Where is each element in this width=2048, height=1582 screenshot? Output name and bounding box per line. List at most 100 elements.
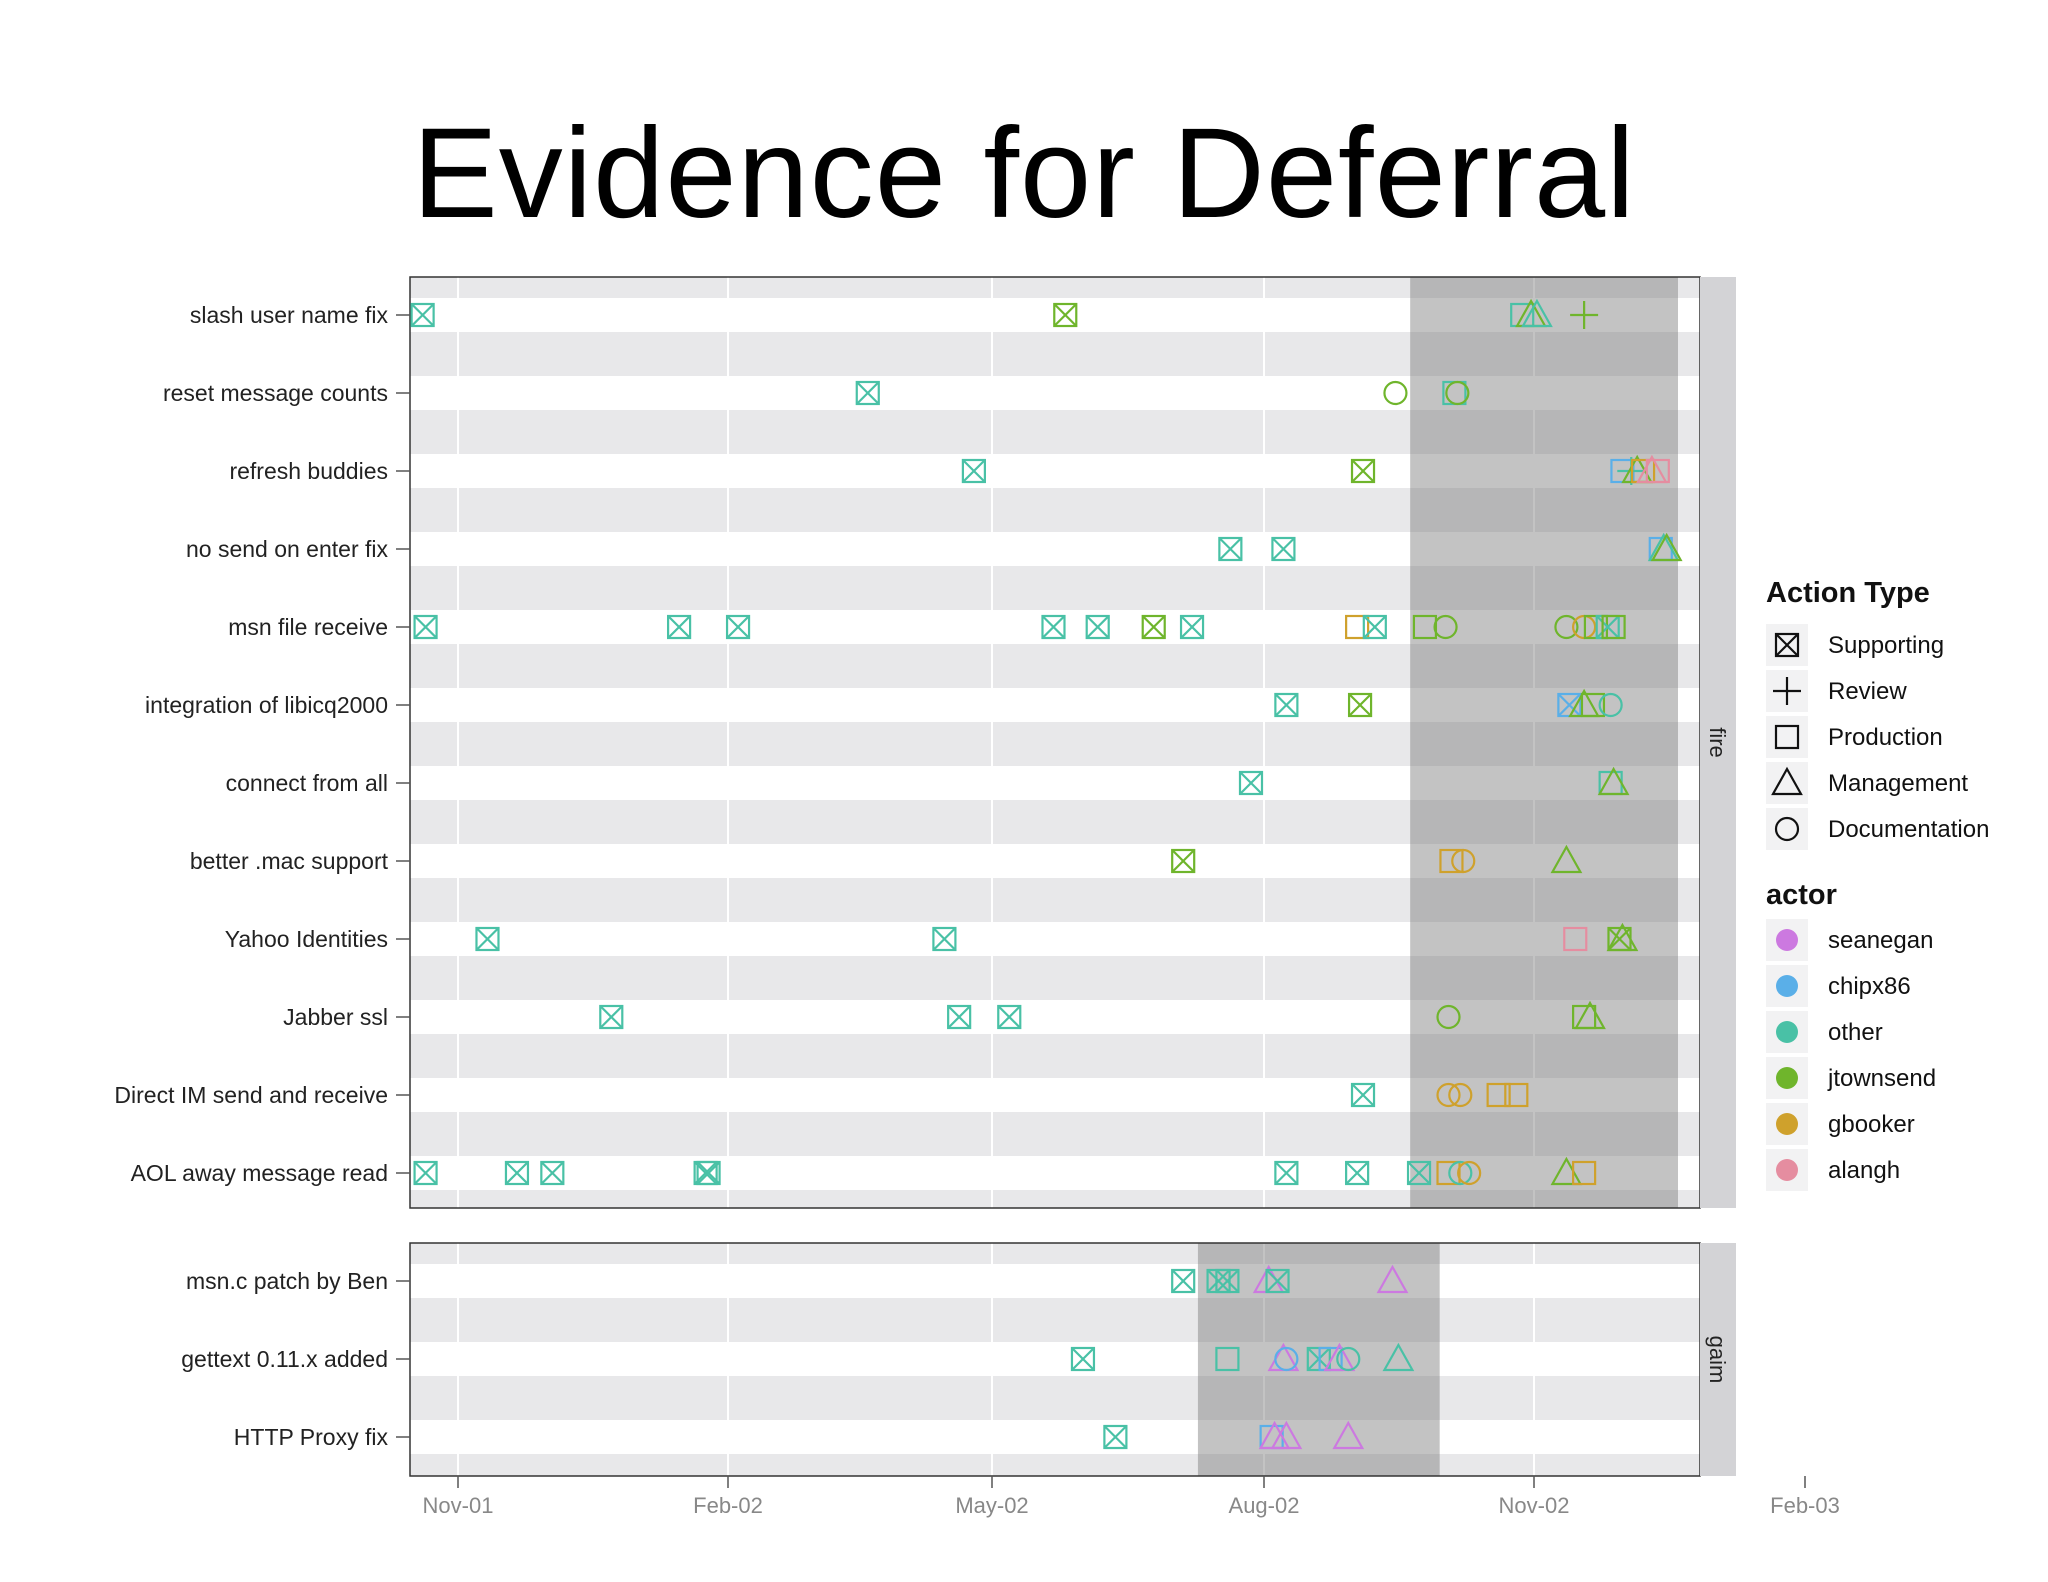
data-point xyxy=(1382,1342,1415,1372)
data-point xyxy=(1406,1160,1432,1186)
row-band xyxy=(410,1156,1700,1190)
data-point xyxy=(1218,536,1243,562)
data-point xyxy=(1448,1160,1473,1186)
x-tick-label: May-02 xyxy=(955,1493,1028,1518)
data-point xyxy=(1606,922,1639,952)
legend-label: other xyxy=(1828,1019,1883,1046)
data-point xyxy=(1550,844,1583,874)
data-point xyxy=(1347,692,1373,718)
data-point xyxy=(1457,1160,1482,1186)
data-point xyxy=(599,1004,624,1030)
data-point xyxy=(1362,614,1387,640)
y-tick-label: no send on enter fix xyxy=(186,536,389,562)
data-point xyxy=(1179,614,1205,640)
chart-title: Evidence for Deferral xyxy=(412,102,1636,245)
y-tick-label: connect from all xyxy=(226,770,388,796)
row-band xyxy=(410,376,1700,410)
x-tick-label: Nov-02 xyxy=(1499,1493,1570,1518)
data-point xyxy=(1336,1346,1361,1372)
data-point xyxy=(1436,1004,1461,1030)
y-tick-label: reset message counts xyxy=(163,380,388,406)
data-point xyxy=(1486,1082,1511,1108)
row-band xyxy=(410,1000,1700,1034)
y-tick-label: HTTP Proxy fix xyxy=(234,1424,389,1450)
data-point xyxy=(666,614,692,640)
data-point xyxy=(504,1160,530,1186)
data-point xyxy=(410,302,435,328)
data-point xyxy=(947,1004,972,1030)
data-point xyxy=(1554,614,1579,640)
data-point xyxy=(1597,766,1630,796)
legend-key-supporting xyxy=(1774,632,1800,658)
y-tick-label: gettext 0.11.x added xyxy=(181,1346,388,1372)
legend-label: Documentation xyxy=(1828,816,1989,843)
facet-strip-label: gaim xyxy=(1705,1336,1730,1384)
legend-key-gbooker xyxy=(1776,1113,1798,1135)
row-band xyxy=(410,766,1700,800)
legend-label: gbooker xyxy=(1828,1111,1915,1138)
data-point xyxy=(1345,614,1370,640)
data-point xyxy=(1376,1264,1409,1294)
data-point xyxy=(475,926,500,952)
data-point xyxy=(1345,1160,1370,1186)
data-point xyxy=(1650,532,1683,562)
data-point xyxy=(1580,692,1606,718)
y-tick-label: Direct IM send and receive xyxy=(114,1082,388,1108)
legend-key-management xyxy=(1771,766,1803,796)
deferral-shade xyxy=(1410,277,1678,1208)
legend-key-seanegan xyxy=(1776,929,1798,951)
data-point xyxy=(1265,1268,1290,1294)
legend-key-documentation xyxy=(1774,816,1800,842)
legend-key-bg xyxy=(1766,716,1808,758)
legend-label: jtownsend xyxy=(1827,1065,1936,1092)
legend-label: seanegan xyxy=(1828,927,1933,954)
data-point xyxy=(1103,1424,1128,1450)
data-point xyxy=(1574,1000,1606,1030)
x-tick-label: Aug-02 xyxy=(1229,1493,1300,1518)
legend-label: Management xyxy=(1828,770,1968,797)
data-point xyxy=(1085,614,1110,640)
y-tick-label: better .mac support xyxy=(190,848,389,874)
legend: Action Type Supporting Review Production Man… xyxy=(1766,577,1989,1191)
data-point xyxy=(1436,1160,1461,1186)
data-point xyxy=(1070,1346,1096,1372)
data-point xyxy=(1141,614,1166,640)
data-point xyxy=(1445,380,1470,406)
legend-title-action-type: Action Type xyxy=(1766,577,1930,609)
y-tick-label: refresh buddies xyxy=(229,458,388,484)
data-point xyxy=(1332,1420,1365,1450)
x-tick-label: Nov-01 xyxy=(423,1493,494,1518)
data-point xyxy=(1563,926,1588,952)
y-tick-label: slash user name fix xyxy=(190,302,389,328)
row-band xyxy=(410,688,1700,722)
legend-title-actor: actor xyxy=(1766,879,1837,911)
data-point xyxy=(1274,1346,1299,1372)
panel-background xyxy=(410,277,1700,1208)
data-point xyxy=(932,926,957,952)
facet-strip xyxy=(1700,277,1736,1208)
legend-key-production xyxy=(1774,724,1800,750)
data-point xyxy=(696,1160,721,1186)
facet-strip-label: fire xyxy=(1705,727,1730,758)
data-point xyxy=(1436,1082,1461,1108)
row-band xyxy=(410,532,1700,566)
data-point xyxy=(725,614,751,640)
row-band xyxy=(410,844,1700,878)
y-tick-label: AOL away message read xyxy=(131,1160,388,1186)
data-point xyxy=(1041,614,1066,640)
legend-key-bg xyxy=(1766,808,1808,850)
data-point xyxy=(855,380,880,406)
data-point xyxy=(1350,458,1376,484)
data-point xyxy=(1171,848,1196,874)
data-point xyxy=(540,1160,565,1186)
legend-key-alangh xyxy=(1776,1159,1798,1181)
data-point xyxy=(1350,1082,1376,1108)
legend-key-jtownsend xyxy=(1776,1067,1798,1089)
data-point xyxy=(1598,692,1623,718)
legend-label: chipx86 xyxy=(1828,973,1911,1000)
data-point xyxy=(1412,614,1438,640)
row-band xyxy=(410,1078,1700,1112)
row-band xyxy=(410,1342,1700,1376)
